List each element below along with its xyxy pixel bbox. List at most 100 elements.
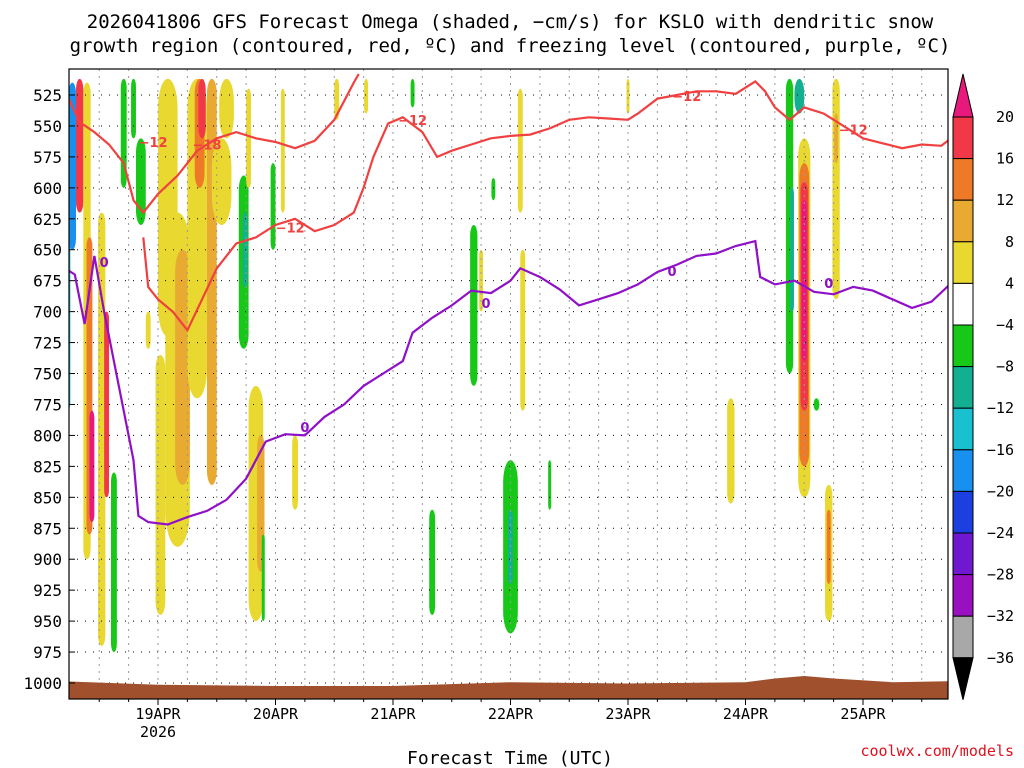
contour-label: 0	[668, 265, 677, 280]
omega-region	[292, 435, 299, 510]
y-tick-label: 975	[33, 643, 62, 662]
omega-region	[491, 177, 496, 201]
omega-region	[246, 88, 252, 188]
y-tick-label: 575	[33, 148, 62, 167]
omega-region	[69, 82, 76, 250]
plot-frame	[68, 68, 949, 700]
x-axis-title: Forecast Time (UTC)	[407, 748, 613, 768]
omega-region	[429, 509, 436, 615]
omega-region	[219, 78, 234, 139]
y-tick-label: 800	[33, 426, 62, 445]
x-tick-label: 19APR	[135, 705, 181, 723]
omega-region	[270, 163, 276, 250]
contour-label: 0	[824, 277, 833, 292]
colorbar-segment	[952, 490, 974, 534]
y-tick-label: 900	[33, 550, 62, 569]
omega-region	[111, 472, 117, 653]
omega-region	[145, 311, 151, 349]
omega-region	[175, 249, 190, 485]
colorbar: 20 16 12 8 4 −4 −8 −12 −16 −20 −24 −28 −32 −36	[952, 73, 1014, 700]
contour-label: −12	[672, 90, 701, 105]
colorbar-segment	[952, 615, 974, 659]
contour-label: 0	[100, 256, 109, 271]
omega-region	[727, 398, 735, 504]
ground-terrain	[69, 676, 948, 699]
chart-title-line-1: 2026041806 GFS Forecast Omega (shaded, −…	[87, 11, 934, 33]
colorbar-label: 12	[996, 191, 1014, 209]
colorbar-label: 8	[1005, 233, 1014, 251]
contour-label: −12	[276, 221, 305, 236]
y-tick-label: 600	[33, 179, 62, 198]
y-tick-label: 550	[33, 117, 62, 136]
omega-region	[520, 249, 526, 411]
colorbar-segment	[952, 449, 974, 492]
x-tick-label: 22APR	[488, 705, 534, 723]
contour-layer: −12 −18 −12 −12 −12 −12 0 0 0 0 0	[69, 73, 948, 526]
x-axis-year-label: 2026	[140, 723, 176, 741]
y-tick-label: 750	[33, 365, 62, 384]
omega-region	[470, 224, 478, 386]
colorbar-segment	[952, 532, 974, 576]
omega-region	[813, 398, 820, 411]
x-tick-label: 21APR	[370, 705, 416, 723]
colorbar-segment	[952, 116, 974, 160]
colorbar-label: 20	[996, 108, 1014, 126]
x-tick-label: 20APR	[253, 705, 299, 723]
omega-region	[261, 534, 265, 622]
y-tick-label: 725	[33, 334, 62, 353]
colorbar-label: −28	[987, 566, 1014, 584]
grid-layer	[69, 69, 948, 699]
y-tick-label: 525	[33, 86, 62, 105]
x-tick-label: 23APR	[605, 705, 651, 723]
dgz-minus12c-upper-contour	[69, 73, 360, 215]
y-tick-label: 1000	[23, 674, 62, 693]
omega-region	[334, 78, 340, 120]
x-tick-label: 25APR	[840, 705, 886, 723]
contour-label: −12	[139, 136, 168, 151]
ground-terrain-layer	[69, 676, 948, 699]
omega-region	[626, 78, 630, 114]
colorbar-segment	[952, 407, 974, 451]
omega-region	[104, 311, 110, 498]
chart-title-line-2: growth region (contoured, red, ºC) and f…	[70, 35, 951, 57]
y-axis: 525 550 575 600 625 650 675 700 725 750 775 800 825 8…	[23, 86, 75, 693]
omega-region	[410, 78, 415, 108]
omega-region	[548, 460, 552, 510]
omega-region	[98, 212, 106, 646]
omega-region	[75, 78, 84, 213]
colorbar-segment	[952, 574, 974, 617]
contour-label: −12	[398, 114, 427, 129]
colorbar-label: 4	[1005, 274, 1014, 292]
y-tick-label: 775	[33, 395, 62, 414]
omega-region	[155, 354, 166, 615]
omega-region	[790, 187, 794, 312]
contour-label: 0	[481, 297, 490, 312]
y-tick-label: 950	[33, 612, 62, 631]
omega-region	[131, 78, 136, 139]
omega-region	[826, 509, 831, 584]
colorbar-segment	[952, 158, 974, 201]
dgz-minus12c-lower-contour	[142, 79, 948, 333]
x-axis: 19APR 20APR 21APR 22APR 23APR 24APR 25APR	[98, 699, 923, 723]
colorbar-label: −4	[996, 316, 1014, 334]
contour-label: 0	[300, 421, 309, 436]
colorbar-label: −12	[987, 399, 1014, 417]
colorbar-label: 16	[996, 150, 1014, 168]
colorbar-bottom-arrow	[952, 657, 974, 700]
colorbar-segment	[952, 199, 974, 243]
credit-label: coolwx.com/models	[860, 742, 1014, 760]
colorbar-segment	[952, 324, 974, 368]
colorbar-label: −24	[987, 524, 1014, 542]
colorbar-label: −8	[996, 358, 1014, 376]
colorbar-segment	[952, 366, 974, 409]
colorbar-label: −20	[987, 482, 1014, 500]
colorbar-segment	[952, 241, 974, 284]
y-tick-label: 925	[33, 581, 62, 600]
colorbar-segment	[952, 282, 974, 326]
omega-region	[198, 78, 206, 139]
colorbar-label: −32	[987, 607, 1014, 625]
omega-region	[89, 410, 95, 523]
colorbar-top-arrow	[952, 73, 974, 118]
omega-region	[280, 88, 285, 213]
y-tick-label: 675	[33, 272, 62, 291]
